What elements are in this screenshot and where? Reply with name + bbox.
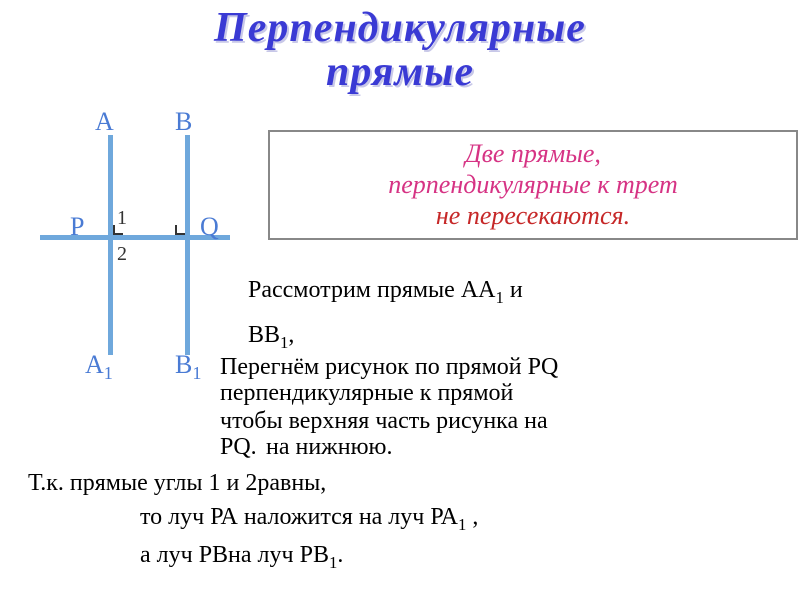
point-P: P [70,212,84,242]
definition-line3: не пересекаются. [280,200,786,231]
body-line-1: Рассмотрим прямые АА1 и [248,275,523,309]
bt2t: , [288,322,294,348]
point-A: A [95,107,114,137]
body-line-2: ВВ1, [248,320,294,354]
body-line-9: то луч РА наложится на луч РА1 , [140,502,478,536]
bt2a: ВВ [248,322,280,348]
point-B1-sub: 1 [192,363,201,383]
point-A1: A1 [85,350,113,384]
point-A1-sub: 1 [104,363,113,383]
definition-line1: Две прямые, [280,138,786,169]
point-B1-base: B [175,350,192,379]
title-line2: прямые [0,50,800,94]
body-line-10: а луч РВна луч РВ1. [140,540,343,574]
body-line-7: на нижнюю. [266,432,392,462]
definition-box: Две прямые, перпендикулярные к трет не п… [268,130,798,240]
definition-line2: перпендикулярные к трет [280,169,786,200]
point-Q: Q [200,212,219,242]
point-A1-base: A [85,350,104,379]
point-B: B [175,107,192,137]
bt9a: то луч РА наложится на луч РА [140,504,458,530]
bt10b: . [337,542,343,568]
line-AA1 [108,135,113,355]
line-BB1 [185,135,190,355]
body-line-6: PQ. [220,432,257,462]
bt1a: Рассмотрим прямые АА [248,277,496,303]
angle-label-1: 1 [117,207,127,230]
bt1s: 1 [496,288,504,307]
point-B1: B1 [175,350,201,384]
title-line1: Перпендикулярные [0,6,800,50]
body-line-4: перпендикулярные к прямой [220,378,513,408]
bt10a: а луч РВна луч РВ [140,542,329,568]
bt5b: верхняя часть рисунка на [289,408,548,434]
body-line-8: Т.к. прямые углы 1 и 2равны, [28,468,326,498]
bt1t: и [504,277,523,303]
right-angle-mark-Q [175,225,185,235]
page-title: Перпендикулярные прямые [0,0,800,94]
perpendicular-diagram: 1 2 A B P Q A1 B1 [20,115,260,375]
angle-label-2: 2 [117,243,127,266]
bt9b: , [466,504,478,530]
bt5a: чтобы [220,408,283,434]
